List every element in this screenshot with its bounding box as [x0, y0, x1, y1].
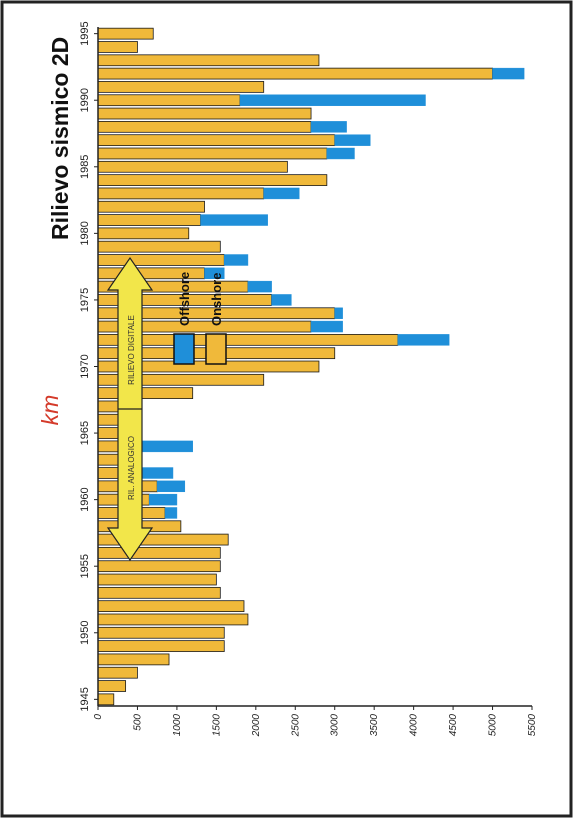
bar-onshore-1954	[97, 573, 217, 586]
x-tick-label: 1985	[79, 155, 91, 179]
bar-onshore-1972	[97, 334, 399, 346]
bar-onshore-1955	[97, 560, 221, 573]
x-tick-label: 1960	[79, 487, 91, 511]
bar-offshore-1972	[397, 334, 450, 346]
x-tick-label: 1990	[79, 88, 91, 112]
chart-title: Rilievo sismico 2D	[47, 37, 73, 240]
y-tick-label: 4000	[409, 714, 420, 737]
bar-onshore-1984	[97, 174, 328, 186]
x-tick-label: 1965	[79, 421, 91, 445]
bar-onshore-1983	[97, 187, 265, 200]
bar-onshore-1953	[97, 586, 221, 599]
bar-offshore-1981	[200, 214, 268, 226]
bar-offshore-1978	[224, 254, 249, 266]
y-tick-label: 5500	[527, 714, 538, 737]
bar-onshore-1990	[97, 94, 241, 107]
x-tick-label: 1980	[79, 221, 91, 245]
bar-offshore-1960	[149, 493, 178, 506]
bar-onshore-1948	[97, 653, 170, 666]
bar-offshore-1973	[310, 320, 343, 333]
bar-onshore-1968	[97, 387, 194, 399]
bar-onshore-1947	[97, 666, 138, 679]
bar-offshore-1975	[271, 294, 292, 306]
y-tick-label: 0	[93, 714, 104, 720]
bar-onshore-1952	[97, 600, 245, 613]
x-tick-label: 1970	[79, 354, 91, 378]
x-tick-label: 1945	[79, 687, 91, 711]
bar-onshore-1979	[97, 240, 221, 253]
legend-swatch-onshore	[205, 333, 227, 365]
y-tick-label: 4500	[448, 714, 459, 737]
era-arrow: RIL. ANALOGICO RILIEVO DIGITALE	[106, 256, 154, 562]
bar-offshore-1983	[263, 187, 300, 200]
y-tick-label: 5000	[488, 714, 499, 737]
y-tick-label: 1000	[172, 714, 183, 737]
y-ticks: 0 500 1000 1500 2000 2500 3000 3500 4000 4500 5000…	[93, 706, 538, 737]
x-tick-label: 1955	[79, 554, 91, 578]
y-tick-label: 3500	[369, 714, 380, 737]
bar-onshore-1951	[97, 613, 249, 626]
bar-onshore-1993	[97, 54, 320, 67]
bar-offshore-1988	[310, 121, 347, 133]
bar-onshore-1980	[97, 227, 190, 240]
legend-swatch-offshore	[173, 333, 195, 365]
bar-onshore-1956	[97, 547, 221, 559]
y-tick-label: 3000	[330, 714, 341, 737]
bar-offshore-1990	[239, 94, 426, 106]
bar-offshore-1962	[141, 467, 174, 479]
bar-onshore-1978	[97, 254, 225, 266]
bar-offshore-1986	[326, 147, 355, 160]
y-tick-label: 500	[132, 714, 143, 731]
legend-label-onshore: Onshore	[209, 273, 224, 326]
bar-offshore-1977	[204, 267, 225, 280]
bar-onshore-1950	[97, 626, 225, 639]
bar-offshore-1992	[492, 67, 525, 80]
bar-onshore-1987	[97, 134, 336, 147]
arrow-label-digital: RILIEVO DIGITALE	[127, 315, 136, 385]
bar-onshore-1995	[97, 27, 154, 40]
x-ticks: 1945 1950 1955 1960 1965 1970 1975 1980 1985 1990…	[79, 21, 98, 712]
y-axis-label: km	[37, 395, 63, 426]
bar-onshore-1985	[97, 160, 288, 173]
bar-onshore-1981	[97, 214, 201, 226]
bar-offshore-1964	[141, 440, 193, 453]
bar-onshore-1991	[97, 81, 265, 93]
y-tick-label: 1500	[211, 714, 222, 737]
bar-onshore-1982	[97, 200, 205, 213]
x-tick-label: 1975	[79, 288, 91, 312]
y-tick-label: 2500	[290, 714, 301, 738]
bar-offshore-1959	[164, 507, 178, 519]
bar-onshore-1949	[97, 640, 225, 652]
x-tick-label: 1995	[79, 21, 91, 45]
bar-offshore-1976	[247, 280, 272, 293]
bar-onshore-1988	[97, 120, 312, 133]
bar-onshore-1992	[97, 67, 493, 80]
bar-onshore-1986	[97, 147, 328, 160]
bar-onshore-1945	[97, 693, 115, 706]
bar-onshore-1994	[97, 41, 138, 53]
bar-offshore-1961	[156, 480, 186, 493]
bar-onshore-1946	[97, 680, 127, 692]
legend-label-offshore: Offshore	[177, 272, 192, 326]
x-tick-label: 1950	[79, 621, 91, 645]
legend: Offshore Onshore	[173, 272, 227, 365]
bar-onshore-1989	[97, 107, 312, 120]
arrow-label-analog: RIL. ANALOGICO	[127, 436, 136, 500]
bar-offshore-1974	[334, 307, 343, 319]
bar-offshore-1987	[334, 134, 371, 146]
y-tick-label: 2000	[251, 714, 262, 738]
